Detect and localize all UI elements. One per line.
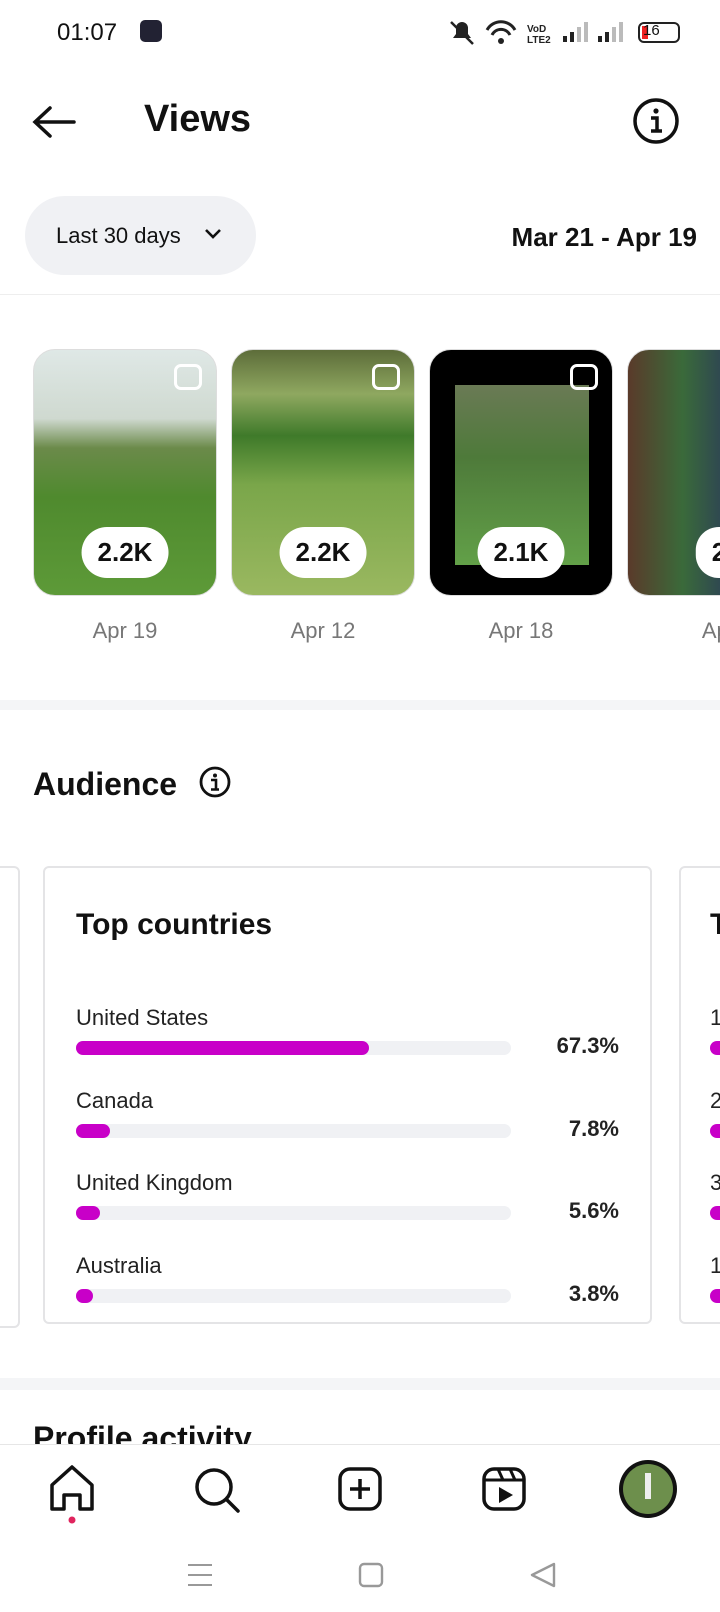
- reel-date: Apr: [701, 618, 720, 643]
- back-button[interactable]: [30, 102, 80, 142]
- section-separator: [0, 1378, 720, 1390]
- svg-text:VoD: VoD: [527, 24, 546, 35]
- card-title: Top countries: [76, 908, 273, 941]
- reel-thumbnail[interactable]: 2.2K: [231, 349, 415, 596]
- prev-card: [0, 866, 20, 1328]
- row-label: 1: [710, 1253, 720, 1279]
- bar-track: [76, 1041, 511, 1055]
- page-title: Views: [144, 98, 252, 140]
- info-button[interactable]: [198, 765, 232, 799]
- bar-track: [76, 1288, 511, 1303]
- bar-stub: [710, 1288, 720, 1303]
- divider: [0, 294, 720, 295]
- status-time: 01:07: [57, 19, 118, 46]
- section-title: Audience: [33, 766, 178, 802]
- reel-thumbnail[interactable]: 2.2K: [33, 349, 217, 596]
- country-name: Canada: [76, 1087, 154, 1113]
- reel-date: Apr 12: [290, 618, 356, 643]
- bar-track: [76, 1206, 511, 1220]
- country-name: United States: [76, 1005, 209, 1030]
- bar: [76, 1123, 110, 1138]
- date-range: Mar 21 - Apr 19: [511, 222, 697, 252]
- reel-date: Apr 19: [92, 618, 158, 643]
- reel-date: Apr 18: [488, 618, 554, 643]
- section-separator: [0, 700, 720, 710]
- notification-icon: [140, 20, 162, 42]
- country-name: United Kingdom: [76, 1170, 233, 1195]
- reel-thumbnail[interactable]: 2.1K: [429, 349, 613, 596]
- period-label: Last 30 days: [56, 223, 181, 248]
- bar-track: [76, 1123, 511, 1138]
- bar: [76, 1206, 101, 1220]
- dropdown-chevron: [205, 229, 221, 239]
- view-count: 2.2K: [279, 527, 367, 578]
- next-card: T 1 2 3 1: [679, 866, 720, 1324]
- percentage: 67.3%: [556, 1033, 619, 1058]
- bar-stub: [710, 1123, 720, 1138]
- bar: [76, 1041, 369, 1055]
- bar-stub: [710, 1041, 720, 1055]
- view-count: 2: [695, 527, 720, 578]
- view-count: 2.2K: [81, 527, 169, 578]
- bar: [76, 1288, 93, 1303]
- reel-icon: [372, 364, 400, 390]
- bar-stub: [710, 1206, 720, 1220]
- top-countries-card: Top countries United States 67.3% Canada 7.…: [43, 866, 652, 1324]
- row-label: 1: [710, 1005, 720, 1031]
- bottom-nav: [0, 1444, 720, 1612]
- row-label: 3: [710, 1170, 720, 1196]
- percentage: 5.6%: [568, 1198, 619, 1223]
- percentage: 3.8%: [568, 1280, 619, 1306]
- svg-text:LTE2: LTE2: [527, 35, 551, 46]
- reel-icon: [174, 364, 202, 390]
- percentage: 7.8%: [568, 1115, 619, 1141]
- reel-icon: [570, 364, 598, 390]
- row-label: 2: [710, 1088, 720, 1114]
- nav-icons: [50, 1460, 677, 1588]
- card-title: T: [710, 908, 720, 942]
- battery-level: 16: [643, 22, 660, 39]
- info-button[interactable]: [632, 97, 680, 145]
- country-name: Australia: [76, 1252, 162, 1278]
- view-count: 2.1K: [477, 527, 565, 578]
- reel-thumbnail[interactable]: 2: [627, 349, 720, 596]
- period-selector[interactable]: Last 30 days: [25, 196, 256, 275]
